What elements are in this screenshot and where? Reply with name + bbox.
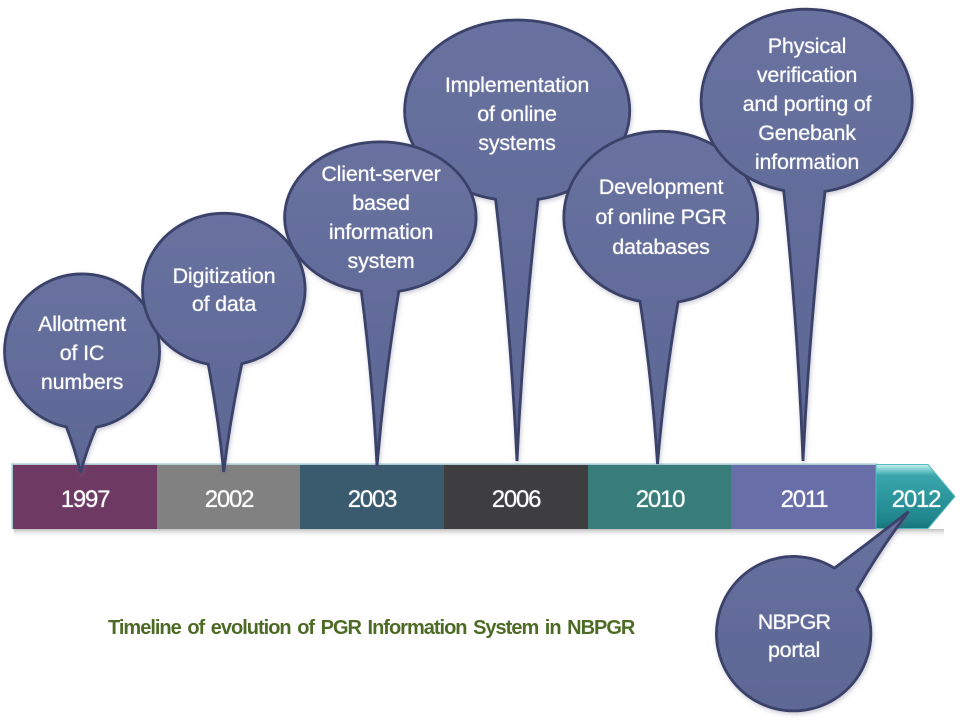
svg-text:systems: systems bbox=[478, 131, 555, 155]
svg-text:2012: 2012 bbox=[892, 486, 941, 513]
svg-text:based: based bbox=[352, 191, 410, 215]
svg-text:Implementation: Implementation bbox=[445, 73, 589, 97]
svg-text:databases: databases bbox=[612, 235, 709, 259]
svg-text:of IC: of IC bbox=[60, 341, 104, 365]
svg-text:of online PGR: of online PGR bbox=[595, 205, 726, 229]
svg-text:Allotment: Allotment bbox=[38, 312, 126, 336]
svg-text:information: information bbox=[329, 220, 433, 244]
svg-text:2006: 2006 bbox=[492, 486, 541, 513]
svg-text:numbers: numbers bbox=[41, 370, 123, 394]
svg-text:verification: verification bbox=[757, 63, 857, 87]
svg-text:2010: 2010 bbox=[636, 486, 685, 513]
svg-text:portal: portal bbox=[768, 638, 820, 662]
svg-text:Digitization: Digitization bbox=[173, 264, 276, 288]
svg-text:system: system bbox=[348, 249, 415, 273]
svg-text:Genebank: Genebank bbox=[758, 121, 856, 145]
svg-text:2003: 2003 bbox=[348, 486, 397, 513]
svg-text:2002: 2002 bbox=[205, 486, 254, 513]
svg-text:Client-server: Client-server bbox=[321, 162, 440, 186]
svg-text:of online: of online bbox=[477, 102, 557, 126]
svg-text:2011: 2011 bbox=[781, 486, 829, 513]
svg-text:and porting of: and porting of bbox=[743, 92, 872, 116]
svg-text:information: information bbox=[755, 150, 859, 174]
svg-text:Timeline of evolution of PGR I: Timeline of evolution of PGR Information… bbox=[108, 617, 636, 639]
svg-text:NBPGR: NBPGR bbox=[758, 610, 831, 634]
svg-text:of data: of data bbox=[192, 292, 257, 316]
svg-text:1997: 1997 bbox=[61, 486, 110, 513]
svg-text:Development: Development bbox=[599, 175, 724, 199]
svg-text:Physical: Physical bbox=[768, 34, 846, 58]
